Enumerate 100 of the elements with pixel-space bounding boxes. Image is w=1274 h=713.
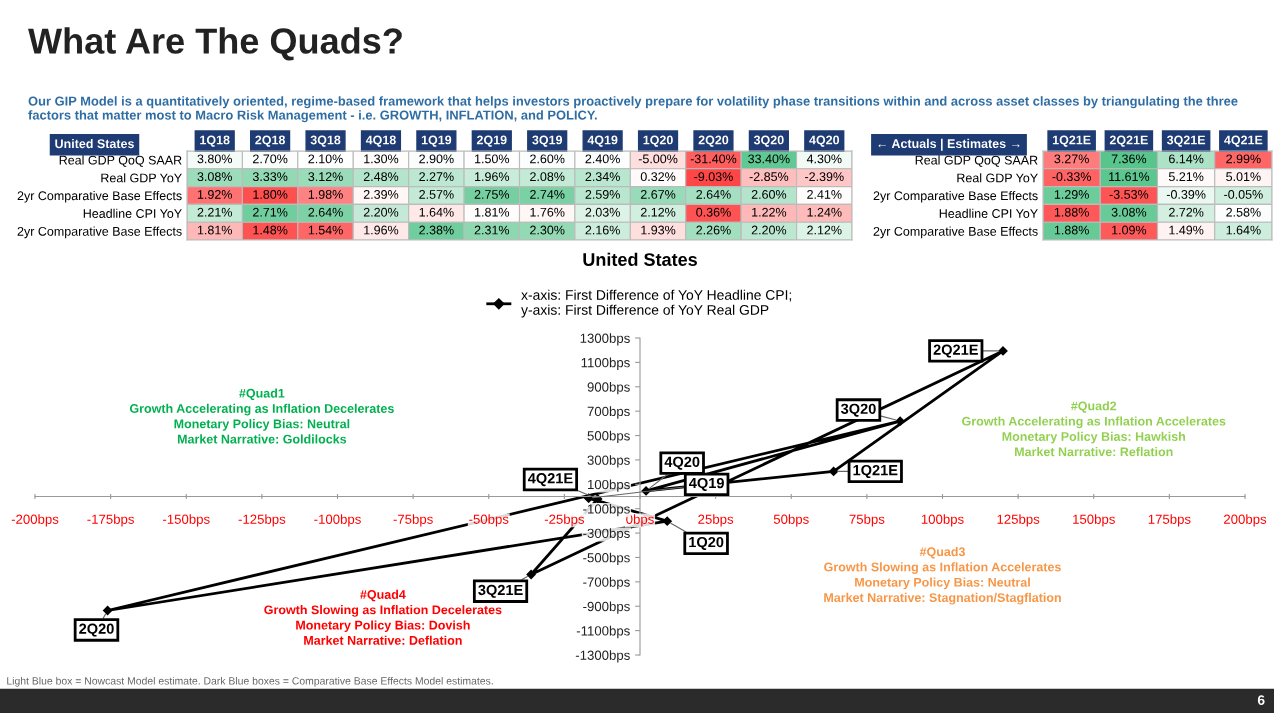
x-tick-label: 3Q18	[310, 135, 341, 147]
x-tick-label: -150bps	[163, 514, 210, 527]
y-tick-label: -1300bps	[575, 650, 630, 663]
data-label: 1.88%	[1054, 225, 1089, 235]
data-label: 1.98%	[308, 190, 343, 199]
x-tick-label: 175bps	[1148, 514, 1191, 527]
data-label: 0.32%	[640, 172, 676, 182]
x-tick-label: -75bps	[393, 514, 433, 527]
data-label: 2.72%	[1169, 207, 1204, 217]
data-label: 1.76%	[530, 207, 565, 217]
data-label: 2.90%	[419, 154, 454, 164]
y-tick-label: -900bps	[583, 601, 630, 614]
data-label: 1.88%	[1054, 207, 1089, 217]
x-tick-label: 1Q20	[643, 135, 673, 147]
x-tick-label: 1Q18	[200, 135, 230, 147]
point	[895, 416, 905, 426]
data-label: 0.36%	[696, 207, 731, 217]
data-label: 3.12%	[308, 172, 343, 182]
x-tick-label: 150bps	[1073, 514, 1115, 527]
data-label: 2.70%	[253, 154, 288, 164]
data-label: 1.81%	[197, 225, 232, 235]
data-label: 1.64%	[1226, 225, 1261, 235]
y-tick-label: -700bps	[583, 577, 630, 590]
data-label: 1.81%	[475, 207, 510, 217]
data-label: 2.75%	[474, 190, 510, 199]
data-label: 2.57%	[419, 190, 454, 199]
text: 6	[1257, 695, 1265, 705]
x-tick-label: 50bps	[773, 514, 809, 527]
data-label: 2.26%	[696, 225, 731, 235]
point	[998, 346, 1008, 356]
data-label: -2.39%	[805, 172, 844, 182]
x-tick-label: 25bps	[698, 514, 734, 527]
data-label: 2.03%	[585, 207, 620, 217]
data-label: 1.96%	[364, 225, 399, 235]
data-label: 1.50%	[475, 154, 510, 164]
annotation: 4Q20	[664, 456, 700, 470]
chart-subtitle: Our GIP Model is a quantitatively oriented, regime-based framework that helps investors proactively prepare for volatility phase transitions within and across asset classes by triangulating the three factors that matter most to Macro Risk Management - i.e. GROWTH, INFLATION, and POLICY.	[28, 96, 1238, 123]
y-tick-label: 2yr Comparative Base Effects	[17, 226, 182, 239]
data-label: -3.53%	[1109, 190, 1149, 199]
y-tick-label: 1300bps	[580, 333, 630, 346]
data-label: 2.41%	[807, 190, 842, 199]
data-label: -0.33%	[1052, 172, 1091, 182]
data-label: 2.20%	[751, 225, 787, 235]
data-label: -0.05%	[1224, 190, 1263, 199]
point	[102, 605, 113, 616]
x-tick-label: 2Q19	[476, 135, 507, 147]
annotation: 1Q20	[689, 536, 724, 550]
data-label: 33.40%	[748, 154, 790, 164]
data-label: 3.08%	[1111, 207, 1147, 217]
data-label: 1.80%	[253, 190, 288, 199]
data-label: 3.27%	[1054, 154, 1089, 164]
data-label: -5.00%	[638, 154, 678, 164]
annotation: 3Q21E	[478, 584, 523, 598]
data-label: 2.38%	[419, 225, 454, 235]
data-label: 2.40%	[585, 154, 620, 164]
data-label: 1.29%	[1054, 190, 1089, 199]
point	[526, 569, 536, 580]
data-label: -9.03%	[694, 172, 733, 182]
x-tick-label: -175bps	[87, 514, 134, 527]
data-label: 4.30%	[806, 154, 842, 164]
x-tick-label: 200bps	[1224, 514, 1267, 527]
annotation: 4Q21E	[527, 473, 573, 487]
data-label: 5.21%	[1168, 172, 1204, 182]
data-label: 2.99%	[1226, 154, 1261, 164]
y-tick-label: 1100bps	[581, 357, 630, 370]
data-label: 2.31%	[474, 225, 510, 235]
x-tick-label: 2Q21E	[1109, 135, 1148, 147]
annotation: 1Q21E	[853, 464, 898, 479]
data-label: 11.61%	[1109, 172, 1150, 182]
annotation: 4Q19	[689, 477, 724, 491]
y-tick-label: Real GDP QoQ SAAR	[915, 155, 1038, 167]
data-label: 2.60%	[530, 154, 565, 164]
x-tick-label: 1Q19	[421, 135, 452, 147]
data-label: 3.08%	[197, 172, 232, 182]
point	[828, 466, 839, 477]
y-tick-label: Headline CPI YoY	[939, 208, 1038, 218]
data-label: 2.16%	[585, 225, 620, 235]
data-label: 1.93%	[641, 225, 676, 235]
data-label: 2.58%	[1226, 207, 1261, 217]
y-tick-label: -1100bps	[576, 625, 630, 639]
data-label: -2.85%	[749, 172, 789, 182]
data-label: 1.49%	[1169, 225, 1204, 235]
annotation: 2Q21E	[933, 344, 978, 358]
data-label: 1.64%	[419, 207, 454, 217]
data-label: 2.12%	[807, 225, 842, 235]
data-label: 1.92%	[197, 190, 232, 199]
data-label: 2.21%	[197, 207, 232, 217]
x-tick-label: -125bps	[238, 514, 286, 527]
data-label: 2.30%	[530, 225, 565, 235]
legend-label: x-axis: First Difference of YoY Headline CPI; y-axis: First Difference of YoY Real GDP	[521, 289, 792, 318]
x-tick-label: 2Q20	[698, 135, 729, 147]
annotation: #Quad2 Growth Accelerating as Inflation Accelerates Monetary Policy Bias: Hawkish Market Narrative: Reflation	[962, 401, 1226, 457]
x-tick-label: 2Q18	[255, 135, 286, 147]
annotation: #Quad1 Growth Accelerating as Inflation Decelerates Monetary Policy Bias: Neutral Market Narrative: Goldilocks	[129, 388, 394, 444]
y-tick-label: 100bps	[588, 479, 630, 492]
data-label: 2.74%	[530, 190, 565, 199]
x-tick-label: 3Q19	[532, 135, 563, 147]
y-tick-label: 2yr Comparative Base Effects	[873, 190, 1038, 203]
y-tick-label: 2yr Comparative Base Effects	[17, 190, 182, 203]
text: Light Blue box = Nowcast Model estimate. Dark Blue boxes = Comparative Base Effects Model estimates.	[7, 676, 493, 687]
